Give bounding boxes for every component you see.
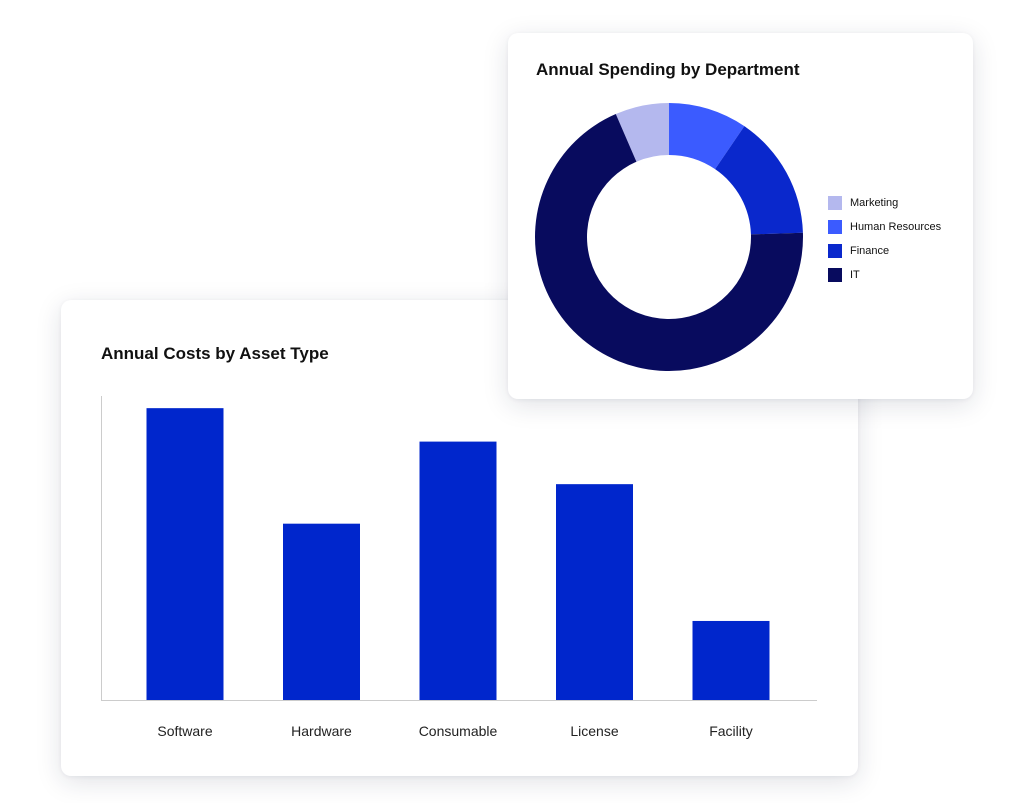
donut-slice-finance [715,126,803,235]
legend-label: Marketing [850,197,899,209]
legend-swatch [828,268,842,282]
bar-chart-title: Annual Costs by Asset Type [101,344,329,363]
x-tick-label: Consumable [419,723,498,739]
bar-hardware [283,523,360,700]
x-tick-label: Software [157,723,212,739]
legend-item: Finance [828,239,941,263]
legend-item: Human Resources [828,215,941,239]
donut-chart-title: Annual Spending by Department [536,60,800,79]
bar-chart: Software Hardware Consumable License Facilit… [101,396,817,739]
x-tick-label: License [570,723,618,739]
donut-slice-human-resources [669,103,745,170]
legend-item: IT [828,263,941,287]
legend-label: Human Resources [850,221,942,233]
legend-label: Finance [850,245,890,257]
bar-consumable [419,441,497,700]
legend-swatch [828,244,842,258]
legend-item: Marketing [828,191,941,215]
donut-legend: Marketing Human Resources Finance IT [828,191,941,287]
department-spending-chart-card: Annual Spending by Department Marketing H… [508,33,973,399]
bar-license [556,484,633,700]
bar-software [146,408,224,700]
legend-swatch [828,220,842,234]
x-tick-label: Hardware [291,723,352,739]
donut-chart [534,103,803,372]
legend-label: IT [850,269,860,281]
donut-slice-marketing [615,103,669,162]
legend-swatch [828,196,842,210]
x-tick-label: Facility [709,723,753,739]
donut-slice-it [534,114,803,372]
bar-facility [692,620,770,700]
